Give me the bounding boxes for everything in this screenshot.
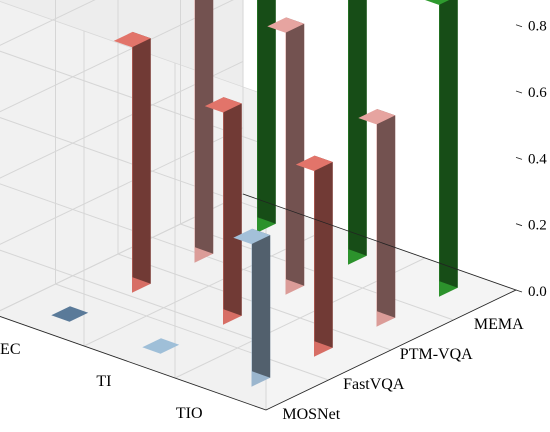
- bar-top-face: [267, 17, 305, 33]
- z-grid-line: [0, 0, 267, 212]
- floor-edge: [0, 193, 518, 411]
- bar: [267, 17, 305, 295]
- bar-top-face: [233, 228, 271, 245]
- z-tick-mark: [515, 289, 523, 293]
- bar-top-face: [358, 109, 396, 125]
- bar: [348, 0, 367, 265]
- bar-top-face: [295, 155, 333, 171]
- x-category-label: PTM-VQA: [400, 346, 473, 363]
- x-category-label: FastVQA: [343, 376, 405, 393]
- z-tick-mark: [515, 24, 523, 28]
- x-category-label: MEMA: [474, 316, 524, 333]
- y-category-label: TI: [96, 373, 111, 390]
- z-tick-mark: [515, 90, 523, 94]
- bar-side-face: [132, 31, 151, 284]
- bar: [233, 228, 271, 387]
- z-tick-label: 0.2: [528, 218, 547, 234]
- floor-grid-line: [55, 283, 329, 381]
- y-category-label: NEC: [0, 341, 21, 358]
- x-category-label: MOSNet: [282, 406, 340, 423]
- bar-side-face: [257, 0, 276, 224]
- bar: [257, 0, 276, 233]
- bar-side-face: [286, 17, 305, 286]
- bar-top-face: [425, 0, 450, 5]
- bar-side-face: [252, 228, 271, 378]
- bar-top-face: [142, 338, 180, 354]
- bar: [142, 338, 180, 354]
- bar: [204, 97, 242, 325]
- bar: [51, 306, 89, 322]
- z-tick-label: 0.6: [528, 85, 547, 101]
- z-grid-line: [0, 60, 267, 278]
- bar: [358, 109, 396, 327]
- bar: [295, 155, 333, 357]
- bar-side-face: [348, 0, 367, 256]
- bar-top-face: [113, 31, 151, 48]
- bar-top-face: [51, 306, 89, 322]
- bar-top-face: [204, 97, 242, 113]
- bar-side-face: [377, 109, 396, 318]
- bar-side-face: [314, 155, 333, 348]
- z-grid-line: [0, 127, 267, 345]
- bar-side-face: [223, 97, 242, 316]
- bar-side-face: [439, 0, 458, 288]
- z-tick-mark: [515, 156, 523, 160]
- bar: [425, 0, 458, 297]
- y-category-label: TIO: [176, 405, 203, 422]
- bar: [194, 0, 214, 263]
- bars: [51, 0, 458, 387]
- z-grid-line: [0, 0, 267, 146]
- bar: [113, 31, 151, 293]
- z-tick-label: 0.0: [528, 284, 547, 300]
- z-tick-label: 0.8: [528, 19, 547, 35]
- z-tick-mark: [515, 223, 523, 227]
- bar-side-face: [195, 0, 214, 254]
- z-tick-label: 0.4: [528, 151, 547, 167]
